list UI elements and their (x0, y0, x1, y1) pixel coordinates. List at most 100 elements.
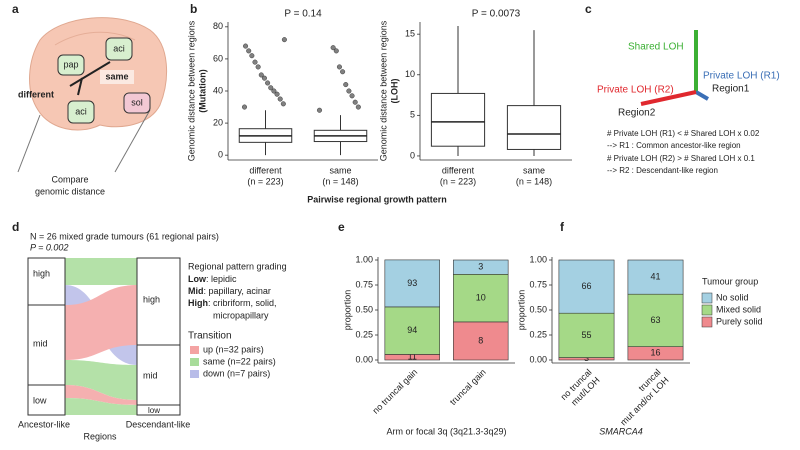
region-box (105, 37, 133, 61)
outlier (330, 45, 336, 51)
legend-label: up (n=32 pairs) (203, 344, 264, 354)
panel-label: c (585, 2, 592, 16)
y-tick-label: 0.50 (529, 304, 547, 314)
stratum-label: mid (143, 370, 158, 380)
x-tick-label: no truncal gain (371, 367, 420, 416)
legend-swatch (190, 358, 199, 366)
y-tick-label: 0.00 (529, 354, 547, 364)
legend-swatch (190, 346, 199, 354)
stratum (27, 384, 66, 416)
stratum-label: high (33, 268, 50, 278)
term: Low (188, 274, 207, 284)
region-label: Region2 (618, 108, 656, 119)
rule-text: # Private LOH (R2) > # Shared LOH x 0.1 (607, 154, 755, 163)
outlier (255, 64, 261, 70)
stratum-label: low (33, 395, 47, 405)
x-tick-label: same (329, 165, 351, 175)
grading-item: Low: lepidic (188, 274, 237, 284)
connector (114, 109, 151, 173)
outlier (317, 107, 323, 113)
x-tick-label: different (442, 165, 475, 175)
bar-segment (453, 259, 509, 275)
outlier (343, 82, 349, 88)
caption: Compare (51, 174, 88, 184)
bar-segment (627, 259, 684, 295)
flow (65, 385, 137, 405)
stratum-label: high (143, 294, 160, 304)
panel-label: f (560, 220, 565, 234)
outlier (252, 59, 258, 65)
outlier (271, 88, 277, 94)
count-label: 16 (650, 348, 660, 358)
stratum (136, 404, 181, 416)
outlier (258, 72, 264, 78)
x-axis-title: Regions (83, 431, 117, 441)
outlier (349, 93, 355, 99)
y-tick-label: 0.00 (355, 354, 373, 364)
outlier (261, 75, 267, 81)
legend-swatch (701, 316, 713, 328)
count-label: 55 (581, 330, 591, 340)
legend-label: down (n=7 pairs) (203, 368, 270, 378)
x-tick-label: truncal gain (448, 367, 488, 407)
x-tick-label: same (523, 165, 545, 175)
legend-title: Transition (188, 331, 232, 342)
y-tick-label: 80 (213, 21, 223, 31)
branch (694, 90, 710, 101)
outlier (336, 64, 342, 70)
count-label: 93 (407, 278, 417, 288)
region-box (67, 100, 95, 124)
legend: up (n=32 pairs) same (n=22 pairs) down (n=… (190, 344, 276, 378)
outlier (274, 91, 280, 97)
p-value: P = 0.002 (30, 242, 68, 252)
outlier (346, 88, 352, 94)
legend-swatch (190, 370, 199, 378)
flow (65, 398, 137, 415)
outlier (333, 48, 339, 54)
flow (65, 258, 137, 285)
legend-label: Mixed solid (716, 304, 761, 314)
legend-swatch (701, 292, 713, 304)
region-label: pap (63, 59, 78, 69)
y-axis-title: proportion (342, 290, 352, 331)
stratum (136, 257, 181, 346)
stratum-label: low (148, 406, 160, 415)
x-axis-title: Arm or focal 3q (3q21.3-3q29) (386, 426, 506, 436)
caption: genomic distance (35, 186, 105, 196)
branch-label: Shared LOH (628, 42, 684, 53)
outlier (281, 37, 287, 43)
header: N = 26 mixed grade tumours (61 regional … (30, 231, 219, 241)
flow (65, 360, 137, 400)
bar-segment (384, 306, 440, 355)
panel-label: b (190, 2, 197, 16)
outlier (280, 101, 286, 107)
y-tick-label: 40 (213, 85, 223, 95)
rule-text: --> R1 : Common ancestor-like region (607, 141, 741, 150)
outlier (352, 99, 358, 105)
y-tick-label: 1.00 (529, 254, 547, 264)
legend-swatch (701, 304, 713, 316)
count-label: 3 (478, 262, 483, 272)
y-tick-label: 0.75 (529, 279, 547, 289)
term: High (188, 298, 208, 308)
bar-segment (384, 259, 440, 308)
y-tick-label: 5 (410, 110, 415, 120)
desc: : cribriform, solid, (208, 298, 277, 308)
x-tick-label: Descendant-like (126, 419, 191, 429)
region-box (57, 54, 85, 76)
diagram-d: N = 26 mixed grade tumours (61 regional … (18, 231, 287, 441)
outlier (249, 53, 255, 59)
region-label: Region1 (712, 84, 750, 95)
bar-segment (558, 312, 615, 358)
y-axis-title: (Mutation) (197, 69, 207, 112)
flow (65, 285, 137, 360)
panel-label: e (338, 220, 345, 234)
stratum-label: mid (33, 338, 48, 348)
legend-title: Regional pattern grading (188, 261, 287, 271)
outlier (241, 104, 247, 110)
outlier (268, 85, 274, 91)
count-label: 41 (650, 271, 660, 281)
region-label: aci (75, 106, 87, 116)
